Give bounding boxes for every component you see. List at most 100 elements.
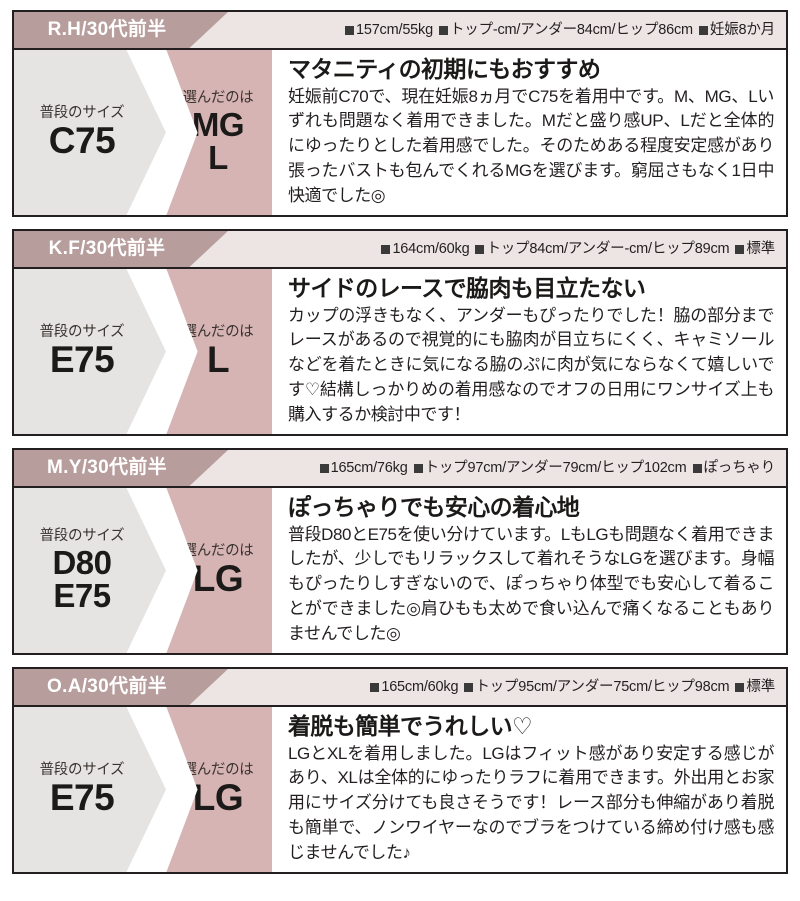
body-stats: 157cm/55kg トップ-cm/アンダー84cm/ヒップ86cm 妊娠8か月 [200, 23, 786, 38]
chosen-size-value: L [206, 339, 230, 381]
usual-size-label: 普段のサイズ [39, 104, 125, 121]
chosen-size-value-line: L [206, 339, 230, 381]
chosen-size-panel: 選んだのは LG [166, 488, 272, 653]
header-accent-shape [14, 12, 228, 48]
chosen-size-label: 選んだのは [182, 323, 254, 340]
chosen-size-value: LG [192, 558, 244, 600]
filled-square-icon [370, 682, 380, 692]
usual-size-label: 普段のサイズ [39, 323, 125, 340]
body-stat-item: トップ97cm/アンダー79cm/ヒップ102cm [413, 459, 687, 476]
reviewer-name: K.F/30代前半 [48, 238, 166, 259]
usual-size-value: C75 [48, 120, 116, 162]
review-body-row: 普段のサイズ D80 E75 選んだのは LG ぽっちゃりでも安心の着心地 普段D80とE7… [14, 488, 786, 653]
filled-square-icon [475, 244, 485, 254]
body-stat-item: トップ95cm/アンダー75cm/ヒップ98cm [464, 678, 730, 695]
body-stat-item: トップ-cm/アンダー84cm/ヒップ86cm [438, 21, 693, 38]
reviewer-name: R.H/30代前半 [47, 19, 167, 40]
usual-size-panel: 普段のサイズ E75 [14, 269, 166, 434]
usual-size-value: E75 [49, 777, 115, 819]
body-stat-item: 妊娠8か月 [698, 21, 775, 38]
review-card: M.Y/30代前半 165cm/76kg トップ97cm/アンダー79cm/ヒップ1… [12, 448, 788, 655]
reviewer-name: O.A/30代前半 [47, 676, 167, 697]
review-comment: 妊娠前C70で、現在妊娠8ヵ月でC75を着用中です。M、MG、Lいずれも問題なく… [288, 86, 774, 205]
chosen-size-value: MG L [191, 105, 245, 176]
chosen-size-label: 選んだのは [182, 542, 254, 559]
chosen-size-label: 選んだのは [182, 761, 254, 778]
review-title: 着脱も簡単でうれしい♡ [288, 713, 533, 739]
body-stats: 165cm/76kg トップ97cm/アンダー79cm/ヒップ102cm ぽっちゃり [200, 461, 786, 476]
body-stat-item: 165cm/60kg [370, 678, 459, 695]
body-stat-item: 164cm/60kg [381, 240, 470, 257]
body-stat-text: トップ84cm/アンダー-cm/ヒップ89cm [486, 240, 730, 257]
filled-square-icon [698, 25, 708, 35]
review-header: K.F/30代前半 164cm/60kg トップ84cm/アンダー-cm/ヒップ89… [14, 231, 786, 269]
review-card: K.F/30代前半 164cm/60kg トップ84cm/アンダー-cm/ヒップ89… [12, 229, 788, 436]
review-comment: LGとXLを着用しました。LGはフィット感があり安定する感じがあり、XLは全体的… [288, 743, 774, 862]
body-stat-item: ぽっちゃり [692, 459, 776, 476]
filled-square-icon [413, 463, 423, 473]
filled-square-icon [735, 244, 745, 254]
review-card: O.A/30代前半 165cm/60kg トップ95cm/アンダー75cm/ヒップ9… [12, 667, 788, 874]
review-body-row: 普段のサイズ C75 選んだのは MG L マタニティの初期にもおすすめ 妊娠前C70で、現… [14, 50, 786, 215]
chosen-size-value: LG [192, 777, 244, 819]
usual-size-label: 普段のサイズ [39, 761, 125, 778]
reviewer-name: M.Y/30代前半 [47, 457, 167, 478]
chosen-size-value-line: LG [192, 558, 244, 600]
usual-size-value-line: E75 [49, 777, 115, 819]
header-accent-shape [14, 231, 228, 267]
usual-size-label: 普段のサイズ [39, 528, 125, 545]
review-title: ぽっちゃりでも安心の着心地 [288, 494, 580, 520]
usual-size-value-line: C75 [48, 120, 116, 162]
review-comment: カップの浮きもなく、アンダーもぴったりでした！脇の部分までレースがあるので視覚的… [288, 305, 774, 424]
review-card: R.H/30代前半 157cm/55kg トップ-cm/アンダー84cm/ヒップ86… [12, 10, 788, 217]
body-stat-text: 妊娠8か月 [709, 21, 775, 38]
chosen-size-label: 選んだのは [182, 90, 254, 107]
body-stat-text: 標準 [746, 678, 775, 695]
header-accent-shape [14, 669, 228, 705]
review-header: R.H/30代前半 157cm/55kg トップ-cm/アンダー84cm/ヒップ86… [14, 12, 786, 50]
review-text-panel: サイドのレースで脇肉も目立たないカップの浮きもなく、アンダーもぴったりでした！脇… [272, 269, 786, 434]
body-stat-text: 165cm/76kg [330, 459, 408, 476]
filled-square-icon [692, 463, 702, 473]
usual-size-value-line: E75 [53, 576, 111, 614]
chosen-size-panel: 選んだのは LG [166, 707, 272, 872]
body-stat-text: 165cm/60kg [381, 678, 459, 695]
body-stats: 165cm/60kg トップ95cm/アンダー75cm/ヒップ98cm 標準 [200, 680, 786, 695]
body-stat-text: ぽっちゃり [703, 459, 776, 476]
chosen-size-value-line: LG [192, 777, 244, 819]
body-stat-item: トップ84cm/アンダー-cm/ヒップ89cm [475, 240, 730, 257]
chosen-size-panel: 選んだのは L [166, 269, 272, 434]
body-stat-item: 165cm/76kg [319, 459, 408, 476]
body-stat-text: 164cm/60kg [392, 240, 470, 257]
chosen-size-value-line: L [208, 138, 228, 176]
usual-size-panel: 普段のサイズ D80 E75 [14, 488, 166, 653]
body-stats: 164cm/60kg トップ84cm/アンダー-cm/ヒップ89cm 標準 [200, 242, 786, 257]
usual-size-value: D80 E75 [52, 543, 112, 614]
body-stat-item: 標準 [735, 241, 775, 257]
filled-square-icon [438, 25, 448, 35]
review-body-row: 普段のサイズ E75 選んだのは LG 着脱も簡単でうれしい♡ LGとXLを着用しました。… [14, 707, 786, 872]
chosen-size-value-line: MG [191, 105, 245, 143]
review-header: M.Y/30代前半 165cm/76kg トップ97cm/アンダー79cm/ヒップ1… [14, 450, 786, 488]
usual-size-value-line: E75 [49, 339, 115, 381]
usual-size-panel: 普段のサイズ E75 [14, 707, 166, 872]
review-text-panel: 着脱も簡単でうれしい♡ LGとXLを着用しました。LGはフィット感があり安定する感… [272, 707, 786, 872]
filled-square-icon [344, 25, 354, 35]
usual-size-value-line: D80 [52, 543, 112, 581]
body-stat-text: トップ-cm/アンダー84cm/ヒップ86cm [449, 21, 693, 38]
filled-square-icon [381, 244, 391, 254]
review-comment: 普段D80とE75を使い分けています。LもLGも問題なく着用できましたが、少しで… [288, 524, 774, 643]
review-text-panel: マタニティの初期にもおすすめ 妊娠前C70で、現在妊娠8ヵ月でC75を着用中です。… [272, 50, 786, 215]
body-stat-item: 157cm/55kg [344, 21, 433, 38]
body-stat-text: トップ97cm/アンダー79cm/ヒップ102cm [424, 459, 687, 476]
body-stat-text: 157cm/55kg [355, 21, 433, 38]
filled-square-icon [319, 463, 329, 473]
review-header: O.A/30代前半 165cm/60kg トップ95cm/アンダー75cm/ヒップ9… [14, 669, 786, 707]
review-title: サイドのレースで脇肉も目立たない [288, 275, 646, 301]
usual-size-panel: 普段のサイズ C75 [14, 50, 166, 215]
body-stat-text: 標準 [746, 240, 775, 257]
body-stat-text: トップ95cm/アンダー75cm/ヒップ98cm [475, 678, 730, 695]
filled-square-icon [735, 682, 745, 692]
review-text-panel: ぽっちゃりでも安心の着心地普段D80とE75を使い分けています。LもLGも問題な… [272, 488, 786, 653]
